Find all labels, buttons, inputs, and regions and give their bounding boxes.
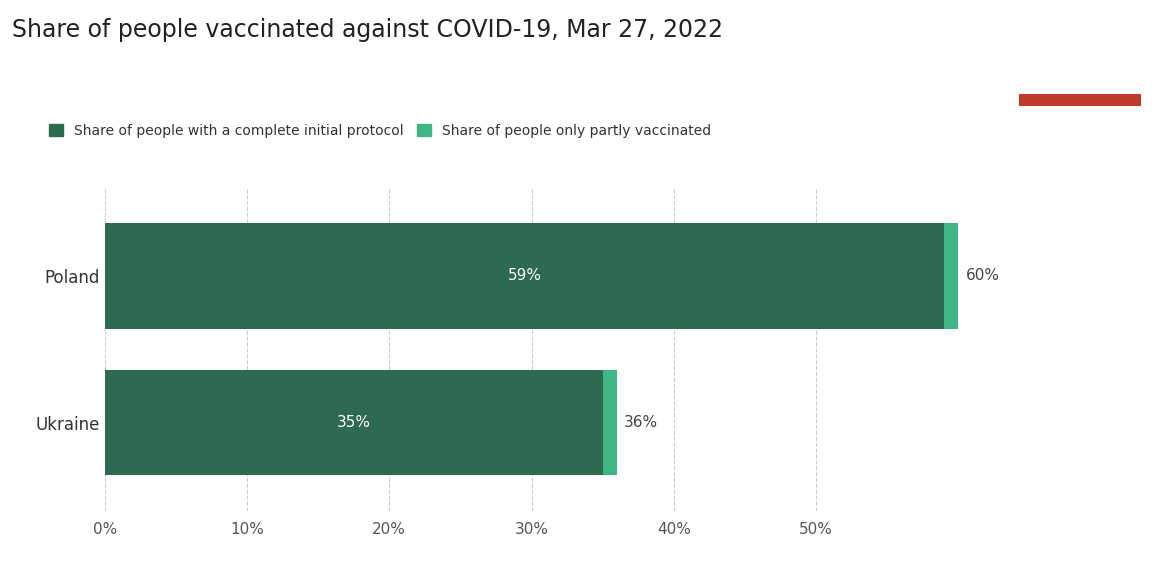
Legend: Share of people with a complete initial protocol, Share of people only partly va: Share of people with a complete initial … xyxy=(49,124,711,138)
Bar xyxy=(603,370,617,475)
Bar xyxy=(105,223,944,329)
Text: 35%: 35% xyxy=(336,415,370,430)
Text: Share of people vaccinated against COVID-19, Mar 27, 2022: Share of people vaccinated against COVID… xyxy=(12,18,723,42)
Text: 36%: 36% xyxy=(624,415,658,430)
Bar xyxy=(105,370,603,475)
Text: in Data: in Data xyxy=(1058,66,1101,76)
Bar xyxy=(944,223,958,329)
Text: 59%: 59% xyxy=(508,268,541,284)
Text: Our World: Our World xyxy=(1050,42,1109,52)
Text: 60%: 60% xyxy=(965,268,1000,284)
Bar xyxy=(1018,94,1141,106)
